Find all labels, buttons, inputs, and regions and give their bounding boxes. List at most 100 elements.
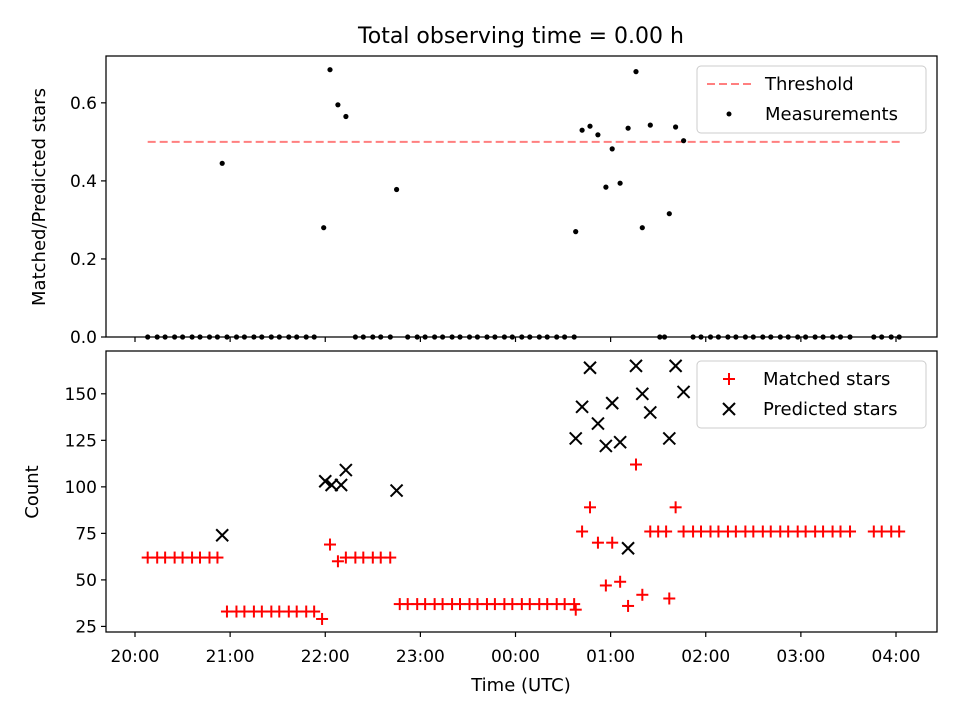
bottom-y-tick-label: 125 (65, 431, 97, 451)
predicted-star-point (629, 359, 643, 373)
bottom-plot-area (141, 359, 906, 625)
top-y-tick-label: 0.2 (70, 250, 97, 270)
predicted-star-point (591, 416, 605, 431)
measurement-point (647, 122, 653, 128)
x-tick-label: 22:00 (301, 647, 350, 667)
measurement-point (573, 229, 579, 235)
measurement-point (587, 123, 593, 129)
bottom-legend-box (696, 360, 927, 429)
x-tick-label: 03:00 (776, 647, 825, 667)
matched-star-point (629, 458, 642, 471)
predicted-star-point (676, 385, 691, 399)
predicted-star-point (318, 474, 332, 488)
matched-star-point (844, 525, 857, 538)
measurement-point (633, 69, 639, 75)
measurement-point (681, 138, 687, 144)
bottom-y-axis: 25 50 75 100 125 150 (65, 385, 106, 637)
matched-star-point (576, 525, 589, 538)
predicted-star-point (662, 431, 676, 446)
bottom-y-axis-label: Count (22, 465, 43, 518)
top-y-tick-label: 0.6 (70, 94, 97, 114)
predicted-star-point (339, 463, 353, 477)
top-legend-box (696, 65, 927, 134)
measurement-point (343, 113, 349, 120)
measurement-point (625, 125, 631, 131)
x-tick-label: 01:00 (586, 647, 635, 667)
predicted-star-point (575, 400, 589, 414)
predicted-star-point (635, 387, 650, 401)
matched-star-point (599, 579, 612, 592)
bottom-panel: 25 50 75 100 125 150 20:00 21:00 22:00 23:00 00:0… (22, 350, 938, 696)
matched-star-point (316, 612, 329, 625)
predicted-star-point (605, 396, 619, 410)
matched-star-point (308, 605, 321, 618)
predicted-star-point (668, 359, 683, 373)
measurement-point (595, 132, 601, 138)
top-x-axis (134, 337, 897, 342)
x-axis-label: Time (UTC) (470, 675, 571, 696)
x-tick-label: 02:00 (681, 647, 730, 667)
matched-star-point (669, 501, 682, 514)
predicted-star-point (334, 478, 348, 492)
predicted-legend-marker (722, 402, 736, 416)
measurement-point (335, 102, 341, 108)
matched-star-point (622, 599, 635, 612)
predicted-star-point (643, 405, 657, 420)
matched-star-point (331, 555, 344, 568)
matched-legend-marker (723, 373, 735, 385)
matched-star-point (568, 598, 581, 611)
matched-star-point (591, 536, 604, 549)
bottom-x-axis: 20:00 21:00 22:00 23:00 00:00 01:00 02:00 03:00… (111, 632, 921, 667)
matched-star-point (660, 525, 673, 538)
bottom-y-tick-label: 100 (65, 478, 97, 498)
matched-star-point (893, 525, 906, 538)
matched-star-point (614, 575, 627, 588)
measurement-point (666, 211, 672, 217)
measurement-point (673, 124, 679, 130)
measurement-point (219, 160, 225, 166)
bottom-y-tick-label: 150 (65, 385, 97, 405)
matched-star-point (569, 603, 582, 616)
x-tick-label: 23:00 (396, 647, 445, 667)
bottom-axes-frame (105, 350, 938, 633)
x-tick-label: 21:00 (206, 647, 255, 667)
matched-star-point (211, 551, 224, 564)
measurement-point (609, 146, 615, 152)
predicted-star-point (583, 361, 597, 375)
measurement-point (603, 184, 609, 190)
predicted-star-point (613, 435, 627, 449)
x-tick-label: 00:00 (491, 647, 540, 667)
top-axes-frame (105, 55, 938, 338)
measurement-point (639, 225, 645, 231)
matched-star-point (606, 536, 619, 549)
measurements-legend-label: Measurements (765, 104, 898, 125)
predicted-legend-label: Predicted stars (763, 399, 897, 420)
matched-legend-label: Matched stars (763, 369, 890, 390)
top-y-tick-label: 0.4 (70, 172, 97, 192)
measurements-legend-marker (726, 111, 732, 117)
bottom-y-tick-label: 75 (75, 524, 97, 544)
predicted-star-point (215, 528, 229, 542)
top-panel: 0.0 0.2 0.4 0.6 Matched/Predicted stars Thr… (29, 55, 938, 348)
measurement-point (617, 180, 623, 186)
predicted-star-point (389, 483, 404, 498)
top-y-axis: 0.0 0.2 0.4 0.6 (70, 94, 106, 348)
bottom-y-tick-label: 25 (75, 617, 97, 637)
top-y-tick-label: 0.0 (70, 328, 97, 348)
matched-star-point (324, 538, 337, 551)
predicted-star-point (324, 478, 339, 492)
matched-star-point (384, 551, 397, 564)
x-tick-label: 20:00 (111, 647, 160, 667)
measurement-point (321, 225, 327, 231)
bottom-legend: Matched stars Predicted stars (696, 360, 927, 429)
top-legend: Threshold Measurements (696, 65, 927, 134)
predicted-star-point (621, 541, 635, 555)
chart-title: Total observing time = 0.00 h (357, 24, 684, 49)
matched-star-point (663, 592, 676, 605)
x-tick-label: 04:00 (872, 647, 921, 667)
measurement-point (579, 127, 585, 133)
measurement-point (327, 67, 333, 73)
predicted-star-point (599, 439, 613, 453)
matched-star-point (636, 588, 649, 601)
